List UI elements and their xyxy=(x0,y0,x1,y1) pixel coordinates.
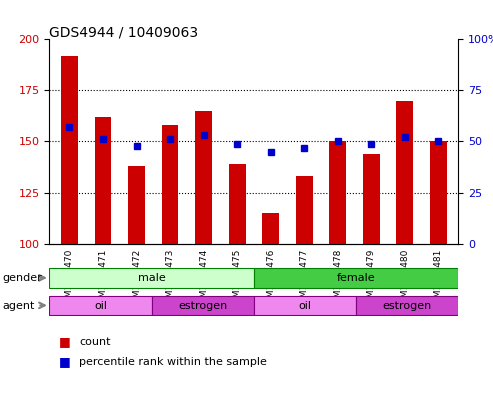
Bar xyxy=(195,111,212,244)
FancyBboxPatch shape xyxy=(49,268,254,288)
Text: GDS4944 / 10409063: GDS4944 / 10409063 xyxy=(49,26,198,40)
Bar xyxy=(95,117,111,244)
Text: ■: ■ xyxy=(59,355,71,368)
Bar xyxy=(229,164,246,244)
FancyBboxPatch shape xyxy=(49,296,152,315)
Bar xyxy=(162,125,178,244)
Text: estrogen: estrogen xyxy=(383,301,432,310)
Text: gender: gender xyxy=(2,273,42,283)
Bar xyxy=(396,101,413,244)
Text: female: female xyxy=(337,273,376,283)
FancyBboxPatch shape xyxy=(254,296,356,315)
Text: count: count xyxy=(79,337,110,347)
Bar xyxy=(61,56,78,244)
Bar xyxy=(262,213,279,244)
Bar xyxy=(430,141,447,244)
Text: percentile rank within the sample: percentile rank within the sample xyxy=(79,356,267,367)
Text: estrogen: estrogen xyxy=(178,301,227,310)
Text: oil: oil xyxy=(299,301,312,310)
Bar xyxy=(363,154,380,244)
FancyBboxPatch shape xyxy=(356,296,458,315)
FancyBboxPatch shape xyxy=(152,296,254,315)
Bar xyxy=(128,166,145,244)
FancyBboxPatch shape xyxy=(254,268,458,288)
Text: male: male xyxy=(138,273,166,283)
Text: oil: oil xyxy=(94,301,107,310)
Text: agent: agent xyxy=(2,301,35,311)
Bar xyxy=(296,176,313,244)
Bar xyxy=(329,141,346,244)
Text: ■: ■ xyxy=(59,335,71,349)
